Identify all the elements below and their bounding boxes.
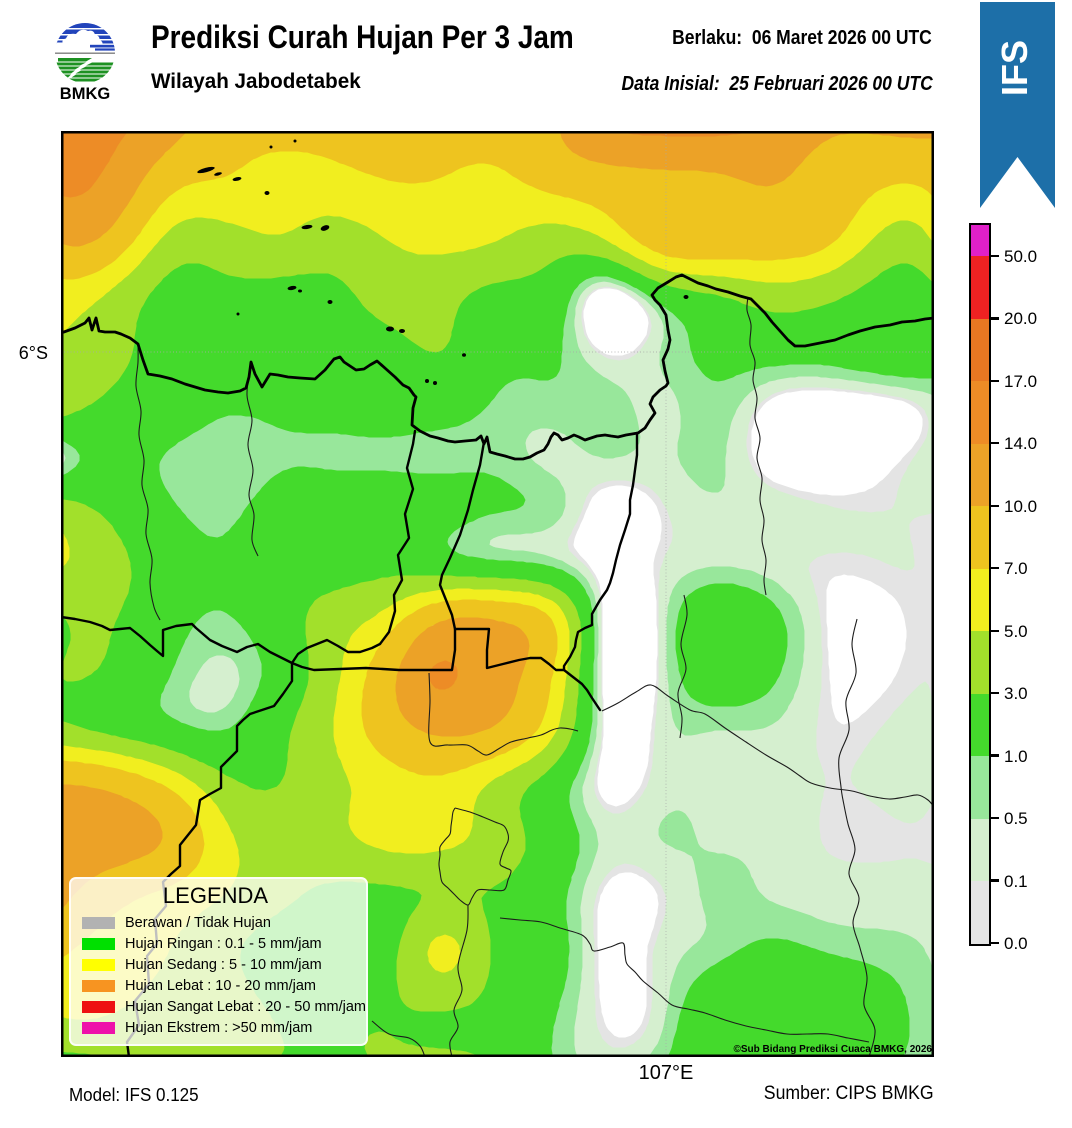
svg-text:IFS: IFS — [994, 40, 1035, 96]
